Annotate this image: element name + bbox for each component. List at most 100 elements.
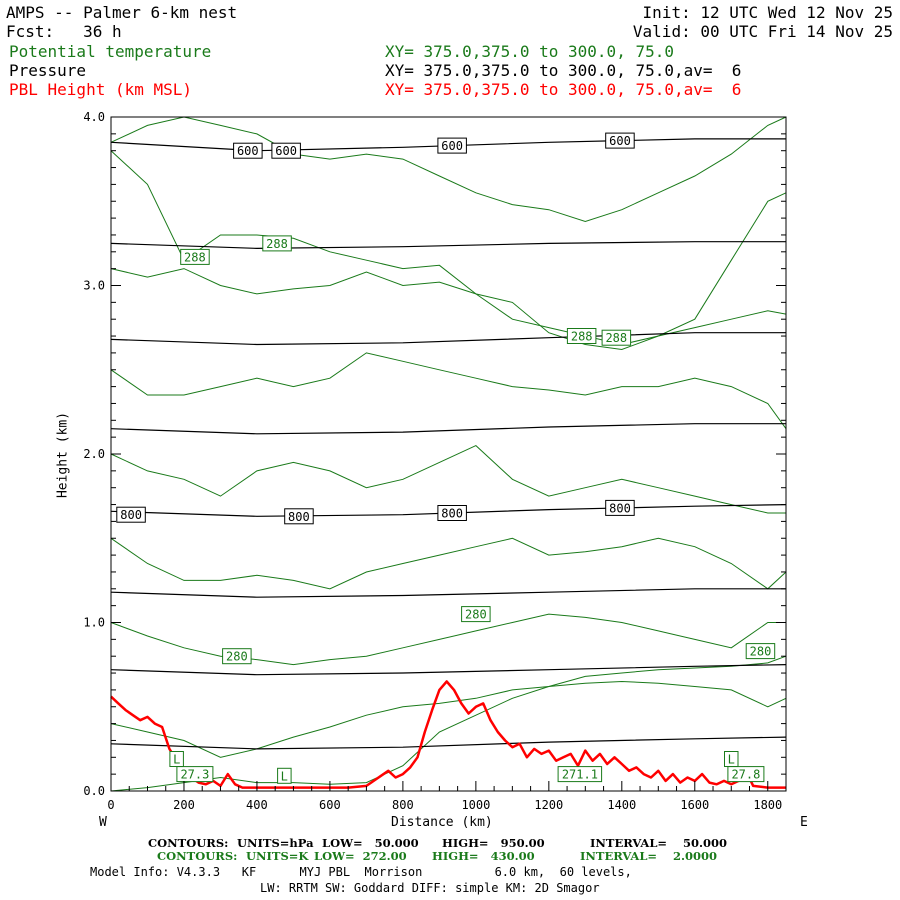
contours-theta-label: CONTOURS: [157, 849, 238, 863]
svg-text:L: L [281, 769, 288, 783]
contours-pressure-label: CONTOURS: [148, 836, 229, 850]
xy-pressure: XY= 375.0,375.0 to 300.0, 75.0,av= 6 [385, 61, 742, 80]
y-tick-label-0.0: 0.0 [83, 784, 105, 798]
model-info: Model Info: V4.3.3 KF MYJ PBL Morrison 6… [90, 865, 632, 879]
y-axis-label: Height (km) [55, 411, 71, 499]
contours-pressure-units: UNITS=hPa [237, 836, 314, 850]
x-tick-label-1000: 1000 [461, 798, 490, 812]
xy-theta: XY= 375.0,375.0 to 300.0, 75.0 [385, 42, 674, 61]
theta-contours [110, 116, 787, 792]
theta-label-10: 271.1 [557, 766, 603, 783]
forecast-hour: Fcst: 36 h [6, 22, 122, 41]
x-tick-label-0: 0 [107, 798, 114, 812]
contours-pressure-high: HIGH= 950.00 [442, 836, 545, 850]
x-axis-east-label: E [800, 815, 808, 830]
model-title: AMPS -- Palmer 6-km nest [6, 3, 238, 22]
svg-text:280: 280 [750, 645, 772, 659]
theta-contour-2 [110, 268, 787, 351]
y-tick-label-1.0: 1.0 [83, 616, 105, 630]
pressure-contour-600 [110, 138, 786, 152]
pressure-contour-950 [110, 736, 787, 750]
theta-contour-0 [110, 116, 787, 223]
field-label-theta: Potential temperature [9, 42, 212, 61]
x-axis-west-label: W [99, 815, 107, 830]
svg-text:288: 288 [605, 331, 627, 345]
x-tick-label-1200: 1200 [534, 798, 563, 812]
pressure-contours [110, 138, 787, 750]
theta-label-8: 27.3 [176, 766, 214, 783]
theta-label-3: 288 [601, 329, 632, 346]
theta-label-2: 288 [566, 328, 597, 344]
svg-text:L: L [173, 753, 180, 767]
y-tick-label-2.0: 2.0 [83, 447, 105, 461]
svg-text:271.1: 271.1 [562, 768, 598, 782]
svg-text:280: 280 [465, 608, 487, 622]
contours-theta-low: LOW= 272.00 [314, 849, 407, 863]
pressure-label-0: 600 [233, 142, 263, 159]
x-tick-label-1800: 1800 [753, 798, 782, 812]
pressure-contour-800 [110, 504, 787, 517]
theta-label-7: L [169, 751, 184, 767]
y-tick-label-4.0: 4.0 [83, 110, 105, 124]
pressure-contour-850 [110, 588, 786, 598]
x-tick-label-1400: 1400 [607, 798, 636, 812]
theta-label-5: 280 [222, 648, 252, 665]
theta-label-6: 280 [745, 643, 776, 660]
model-physics: LW: RRTM SW: Goddard DIFF: simple KM: 2D… [260, 881, 600, 895]
x-tick-label-600: 600 [319, 798, 341, 812]
svg-text:600: 600 [237, 144, 259, 158]
svg-text:27.8: 27.8 [731, 768, 760, 782]
x-tick-label-400: 400 [246, 798, 268, 812]
svg-text:27.3: 27.3 [180, 768, 209, 782]
pressure-contour-750 [110, 423, 786, 435]
theta-label-9: L [277, 767, 292, 784]
theta-label-4: 280 [461, 606, 491, 623]
pressure-label-4: 800 [116, 506, 146, 523]
theta-label-11: L [724, 751, 739, 767]
pbl-series [110, 680, 786, 789]
svg-text:288: 288 [184, 250, 206, 264]
contours-pressure-interval: INTERVAL= 50.000 [590, 836, 728, 850]
svg-text:600: 600 [441, 139, 463, 153]
axes: 0 200 400 600 800 1000 1200 1400 1600 1800 0.0 1.0 2… [83, 110, 786, 812]
theta-contour-1 [110, 150, 787, 346]
theta-contour-4 [110, 445, 786, 514]
svg-text:800: 800 [120, 508, 142, 522]
theta-contour-3 [110, 352, 787, 429]
x-tick-label-200: 200 [173, 798, 195, 812]
pressure-label-2: 600 [437, 137, 467, 154]
pressure-contour-700 [110, 332, 786, 346]
theta-contour-5 [110, 537, 787, 590]
x-axis-label: Distance (km) [391, 815, 493, 830]
pressure-contour-650 [110, 241, 786, 250]
svg-text:288: 288 [266, 237, 288, 251]
pressure-label-3: 600 [605, 132, 635, 149]
svg-text:600: 600 [609, 134, 631, 148]
svg-text:800: 800 [441, 507, 463, 521]
valid-time: Valid: 00 UTC Fri 14 Nov 25 [632, 22, 893, 41]
plot-frame [110, 116, 787, 792]
field-label-pressure: Pressure [9, 61, 87, 80]
svg-text:280: 280 [226, 650, 248, 664]
pressure-label-5: 800 [284, 508, 314, 525]
pressure-label-7: 800 [605, 499, 635, 516]
pbl-height-line [110, 680, 786, 789]
svg-text:800: 800 [609, 501, 631, 515]
init-time: Init: 12 UTC Wed 12 Nov 25 [642, 3, 893, 22]
y-tick-label-3.0: 3.0 [83, 279, 105, 293]
pressure-label-6: 800 [437, 505, 467, 521]
x-tick-label-800: 800 [392, 798, 414, 812]
x-tick-label-1600: 1600 [680, 798, 709, 812]
theta-label-12: 27.8 [727, 766, 765, 783]
field-label-pbl: PBL Height (km MSL) [9, 80, 193, 99]
svg-text:800: 800 [288, 510, 310, 524]
contours-theta-units: UNITS=K [246, 849, 309, 863]
svg-text:L: L [728, 753, 735, 767]
theta-label-1: 288 [262, 235, 292, 252]
theta-contour-6 [110, 613, 786, 666]
svg-text:600: 600 [275, 144, 297, 158]
theta-contour-7 [110, 680, 787, 758]
pressure-contour-900 [110, 664, 787, 676]
